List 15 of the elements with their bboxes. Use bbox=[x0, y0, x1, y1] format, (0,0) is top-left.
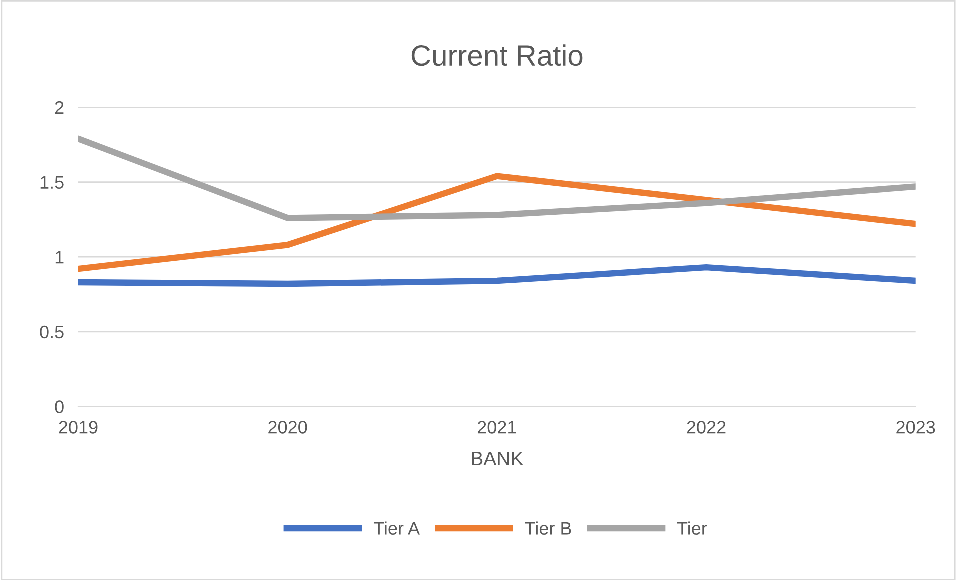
x-tick-label: 2022 bbox=[687, 421, 726, 434]
chart-title: Current Ratio bbox=[412, 44, 583, 66]
x-tick-label: 2023 bbox=[896, 421, 936, 434]
x-tick-label: 2020 bbox=[268, 421, 308, 434]
y-tick-label: 1 bbox=[56, 251, 64, 264]
x-axis-title: BANK bbox=[472, 452, 524, 466]
y-tick-label: 2 bbox=[55, 101, 64, 114]
x-tick-label: 2021 bbox=[478, 421, 516, 434]
legend-label: Tier B bbox=[525, 522, 572, 535]
x-tick-label: 2019 bbox=[59, 421, 98, 434]
y-tick-label: 1.5 bbox=[40, 176, 64, 190]
y-tick-label: 0.5 bbox=[40, 326, 64, 339]
y-tick-label: 0 bbox=[55, 400, 64, 414]
legend-label: Tier bbox=[677, 522, 708, 535]
legend-label: Tier A bbox=[374, 522, 420, 535]
